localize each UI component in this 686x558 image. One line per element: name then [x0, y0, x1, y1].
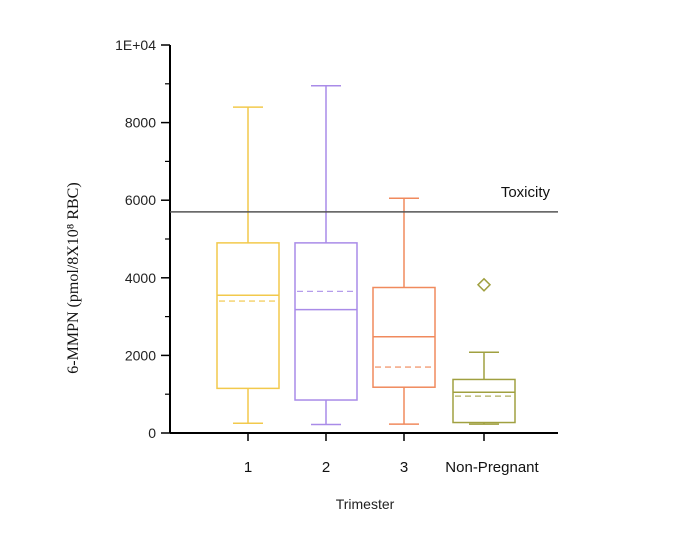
- x-axis-label: Trimester: [336, 496, 395, 512]
- x-tick-label: Non-Pregnant: [445, 459, 539, 476]
- box-iqr: [452, 378, 516, 424]
- y-axis: 0 2000 4000 6000 8000 1E+04: [115, 37, 171, 441]
- x-tick-label: 2: [322, 459, 330, 476]
- y-tick-label: 8000: [125, 115, 156, 131]
- x-axis: [170, 432, 558, 441]
- x-tick-label: 3: [400, 459, 408, 476]
- toxicity-reference: Toxicity: [170, 184, 558, 213]
- y-tick-label: 1E+04: [115, 37, 156, 53]
- y-axis-label: 6-MMPN (pmol/8X10⁸ RBC): [65, 182, 82, 373]
- y-tick-label: 6000: [125, 192, 156, 208]
- boxes: [216, 84, 516, 426]
- box-1: [216, 106, 280, 425]
- box-iqr: [294, 242, 358, 401]
- y-tick-label: 2000: [125, 347, 156, 363]
- x-tick-label: 1: [244, 459, 252, 476]
- outlier-point: [476, 277, 492, 292]
- box-2: [294, 84, 358, 426]
- y-tick-label: 4000: [125, 270, 156, 286]
- box-4: [452, 277, 516, 425]
- toxicity-label: Toxicity: [501, 184, 551, 201]
- category-labels: 1 2 3 Non-Pregnant: [244, 459, 540, 476]
- box-3: [372, 197, 436, 425]
- y-tick-label: 0: [148, 425, 156, 441]
- box-iqr: [216, 242, 280, 390]
